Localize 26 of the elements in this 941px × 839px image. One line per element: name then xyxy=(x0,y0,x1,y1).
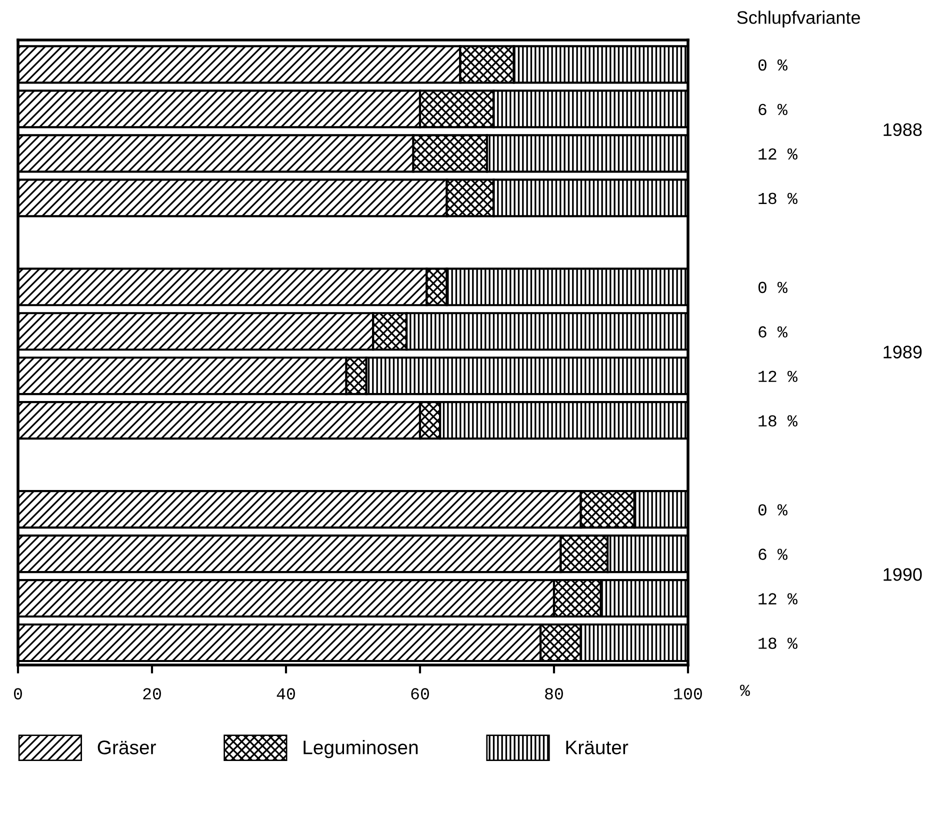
y-tick-label: 0 % xyxy=(758,282,788,294)
legend-label: Leguminosen xyxy=(304,740,418,758)
text: 1988 xyxy=(884,123,922,136)
y-tick-label: 12 % xyxy=(758,148,798,160)
x-tick-label: 60 xyxy=(411,688,429,700)
legend-label: Kräuter xyxy=(566,740,628,754)
y-tick-label: 6 % xyxy=(758,548,788,560)
y-tick-label: 18 % xyxy=(758,415,798,427)
x-tick-label: 20 xyxy=(143,688,161,700)
y-tick-label: 18 % xyxy=(758,638,798,649)
x-tick-label: 0 xyxy=(14,688,22,700)
text: 1990 xyxy=(884,568,922,581)
y-tick-label: 6 % xyxy=(758,104,788,116)
y-tick-label: 0 % xyxy=(758,504,788,516)
y-tick-label: 0 % xyxy=(758,59,788,71)
y-tick-label: 18 % xyxy=(758,192,798,204)
y-tick-label: 6 % xyxy=(758,326,788,338)
text: Schlupfvariante xyxy=(737,10,860,28)
x-tick-label: 40 xyxy=(276,688,295,700)
y-tick-label: 12 % xyxy=(758,593,798,604)
x-axis-title: % xyxy=(740,684,750,696)
text: 1989 xyxy=(884,346,922,358)
y-tick-label: 12 % xyxy=(758,370,798,382)
x-tick-label: 80 xyxy=(545,688,563,700)
x-tick-label: 100 xyxy=(674,688,702,700)
legend-label: Gräser xyxy=(98,740,156,754)
